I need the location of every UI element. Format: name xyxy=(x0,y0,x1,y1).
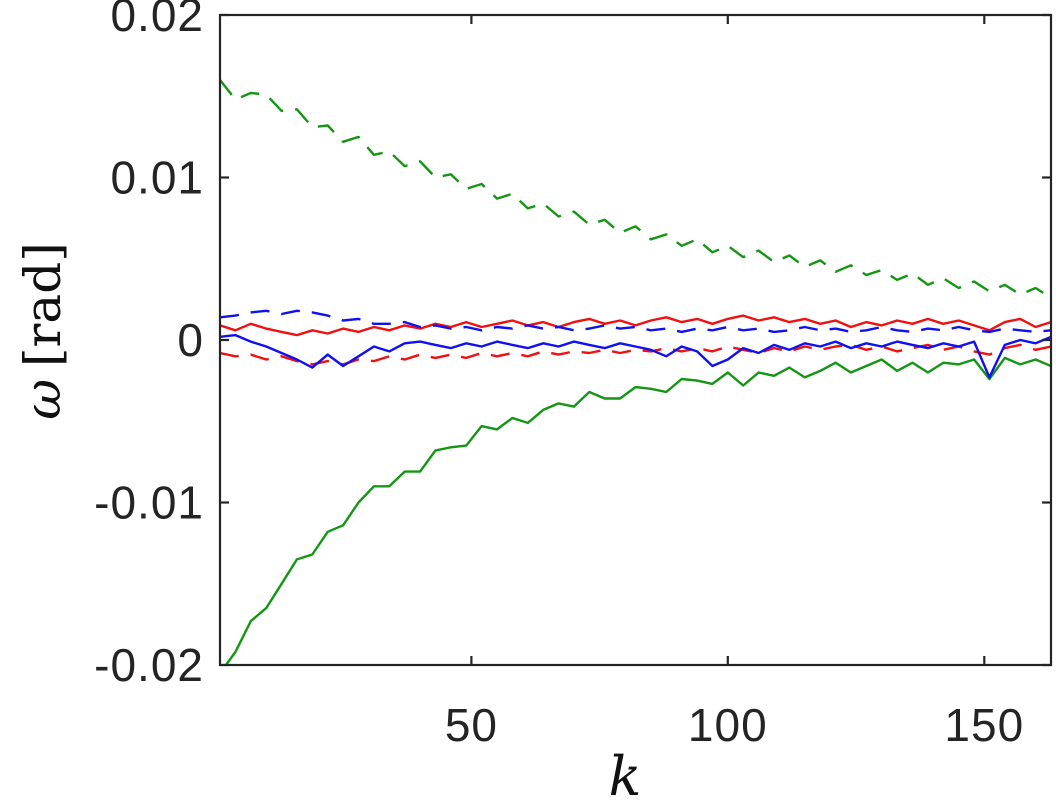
y-tick-label: 0.02 xyxy=(110,0,204,41)
y-tick-label: 0 xyxy=(177,314,204,366)
y-tick-label: -0.01 xyxy=(94,477,204,529)
y-tick-label: -0.02 xyxy=(94,639,204,691)
y-tick-label: 0.01 xyxy=(110,152,204,204)
series-blue-dashed xyxy=(220,309,1051,334)
axes: 50 100 150 0.02 0.01 0 -0.01 -0.02 xyxy=(94,0,1053,751)
x-tick-label: 100 xyxy=(688,699,768,751)
plot-series xyxy=(220,79,1051,665)
series-green-solid-lower-bound xyxy=(224,356,1051,665)
x-tick-label: 150 xyxy=(944,699,1024,751)
x-axis-label: k xyxy=(608,745,642,808)
series-red-solid xyxy=(220,314,1051,337)
y-axis-label: ω [rad] xyxy=(14,166,76,496)
series-green-dashed-upper-bound xyxy=(220,79,1051,299)
series-blue-solid xyxy=(220,333,1051,379)
y-axis-symbol: ω xyxy=(14,378,72,420)
plot-box xyxy=(218,13,1053,667)
x-tick-label: 50 xyxy=(445,699,498,751)
y-axis-unit: [rad] xyxy=(14,242,72,367)
series-red-dashed xyxy=(220,343,1051,366)
